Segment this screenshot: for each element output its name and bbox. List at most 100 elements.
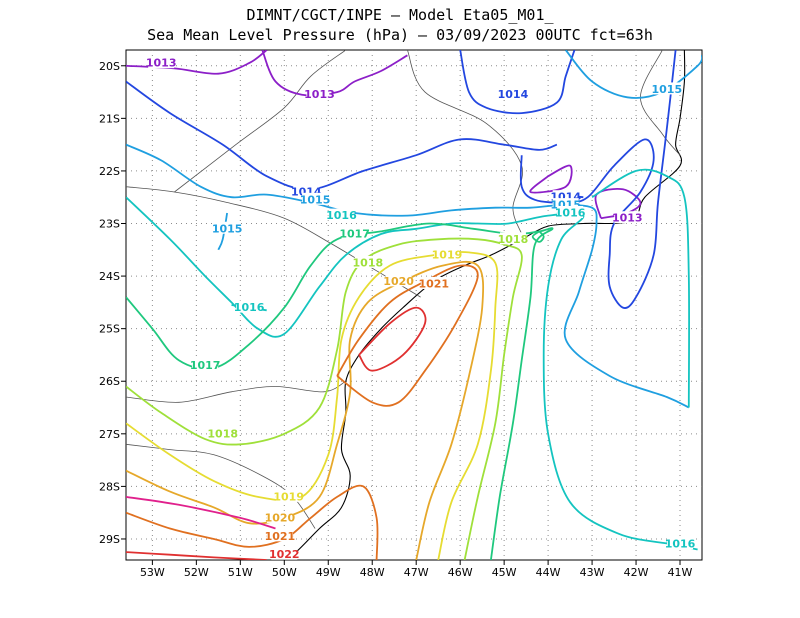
label-background <box>306 87 333 100</box>
isobar-label: 1019 <box>273 490 304 503</box>
isobar-label: 1013 <box>146 57 177 70</box>
lon-tick-label: 44W <box>536 566 561 579</box>
isobar-1021 <box>336 264 479 407</box>
label-background <box>614 211 641 224</box>
label-background <box>275 489 302 502</box>
label-background <box>354 255 381 268</box>
isobar-1022 <box>126 551 267 560</box>
isobar-label: 1017 <box>339 228 370 241</box>
isobar-1018 <box>126 237 523 560</box>
lon-tick-label: 52W <box>184 566 209 579</box>
label-background <box>266 529 293 542</box>
isobar-1023 <box>126 496 276 530</box>
lon-tick-label: 46W <box>448 566 473 579</box>
isobar-label: 1017 <box>190 359 221 372</box>
isobar-1022 <box>358 306 427 372</box>
isobar-label: 1016 <box>555 206 586 219</box>
state-border <box>126 380 347 403</box>
isobar-label: 1016 <box>326 209 357 222</box>
state-border <box>126 186 421 298</box>
lon-tick-label: 53W <box>140 566 165 579</box>
label-background <box>499 232 526 245</box>
lat-tick-label: 27S <box>99 428 120 441</box>
isobar-label: 1015 <box>300 193 331 206</box>
isobar-label: 1014 <box>498 88 529 101</box>
isobar-1013 <box>261 50 408 97</box>
lat-tick-label: 28S <box>99 480 120 493</box>
lat-tick-label: 20S <box>99 60 120 73</box>
isobar-1015 <box>217 212 228 251</box>
isobars <box>126 50 702 560</box>
axis-ticks: 53W 52W 51W 50W 49W 48W 47W 46W 45W 44W 43W 42W 41W 2… <box>99 60 693 579</box>
isobar-label: 1013 <box>304 88 335 101</box>
chart-title-line-2: Sea Mean Level Pressure (hPa) – 03/09/20… <box>147 26 653 44</box>
isobar-label: 1021 <box>265 530 296 543</box>
lon-tick-label: 51W <box>228 566 253 579</box>
lon-tick-label: 49W <box>316 566 341 579</box>
label-background <box>271 547 298 560</box>
isobar-label: 1018 <box>207 427 238 440</box>
lon-tick-label: 50W <box>272 566 297 579</box>
isobar-label: 1021 <box>418 277 449 290</box>
isobar-1014 <box>459 50 576 115</box>
lat-tick-label: 22S <box>99 165 120 178</box>
isobar-1016 <box>591 168 691 408</box>
label-background <box>302 192 329 205</box>
lat-tick-label: 23S <box>99 218 120 231</box>
label-background <box>214 221 241 234</box>
isobar-1017 <box>531 230 545 243</box>
lon-tick-label: 45W <box>492 566 517 579</box>
label-background <box>653 82 680 95</box>
isobar-1021 <box>126 484 379 560</box>
plot-frame <box>125 49 703 561</box>
geography <box>126 50 686 560</box>
isobar-label: 1020 <box>383 275 414 288</box>
label-background <box>433 248 460 261</box>
label-background <box>341 227 368 240</box>
lon-tick-label: 47W <box>404 566 429 579</box>
lon-tick-label: 43W <box>580 566 605 579</box>
lat-tick-label: 26S <box>99 375 120 388</box>
label-background <box>192 358 219 371</box>
coastline <box>279 50 686 560</box>
isobar-1013 <box>529 164 573 194</box>
isobar-label: 1016 <box>665 538 696 551</box>
lat-tick-label: 21S <box>99 112 120 125</box>
isobar-label: 1013 <box>612 212 643 225</box>
isobar-label: 1020 <box>265 511 296 524</box>
isobar-label: 1015 <box>652 83 683 96</box>
label-background <box>148 56 175 69</box>
isobar-label: 1016 <box>234 301 265 314</box>
isobar-1016 <box>126 196 698 551</box>
lon-tick-label: 42W <box>624 566 649 579</box>
grid-lines <box>126 50 702 560</box>
state-border <box>407 50 523 235</box>
isobar-1019 <box>126 251 499 560</box>
lat-tick-label: 29S <box>99 533 120 546</box>
label-background <box>385 274 412 287</box>
label-background <box>328 208 355 221</box>
label-background <box>499 87 526 100</box>
state-border <box>639 50 681 156</box>
isobar-1015 <box>126 143 690 409</box>
label-background <box>420 276 447 289</box>
isobar-1015 <box>565 50 702 99</box>
isobar-1014 <box>126 80 558 191</box>
isobar-label: 1018 <box>498 233 529 246</box>
label-background <box>266 510 293 523</box>
chart-title-line-1: DIMNT/CGCT/INPE – Model Eta05_M01_ <box>246 6 554 24</box>
isobar-label: 1018 <box>353 256 384 269</box>
label-background <box>557 205 584 218</box>
isobar-1020 <box>126 260 485 560</box>
state-border <box>174 50 347 193</box>
label-background <box>209 426 236 439</box>
isobar-label: 1019 <box>432 249 463 262</box>
label-background <box>236 300 263 313</box>
lat-tick-label: 25S <box>99 323 120 336</box>
isobar-label: 1022 <box>269 548 300 561</box>
label-background <box>667 537 694 550</box>
lat-tick-label: 24S <box>99 270 120 283</box>
isobar-label: 1015 <box>212 222 243 235</box>
lon-tick-label: 48W <box>360 566 385 579</box>
